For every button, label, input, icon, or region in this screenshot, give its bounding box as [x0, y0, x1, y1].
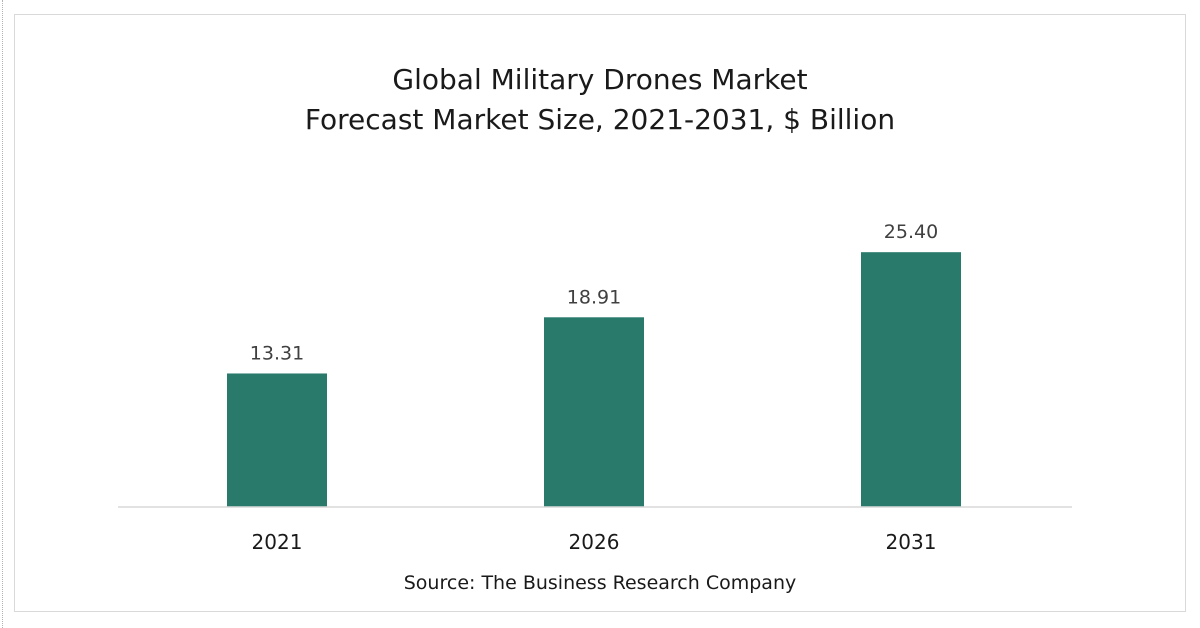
- chart-title-block: Global Military Drones Market Forecast M…: [0, 60, 1200, 140]
- chart-subtitle: Forecast Market Size, 2021-2031, $ Billi…: [304, 103, 896, 136]
- tick-label-2026: 2026: [569, 530, 620, 554]
- chart-frame: [14, 14, 1186, 612]
- page-dotted-edge: [2, 0, 3, 628]
- tick-label-2021: 2021: [252, 530, 303, 554]
- bar-2031: [861, 252, 961, 507]
- value-label-2031: 25.40: [884, 221, 938, 243]
- value-label-2026: 18.91: [567, 286, 621, 308]
- tick-labels-group: 2021 2026 2031: [252, 530, 937, 554]
- chart-title: Global Military Drones Market: [392, 63, 808, 96]
- bars-group: [227, 252, 961, 507]
- value-labels-group: 13.31 18.91 25.40: [250, 221, 938, 364]
- bar-2026: [544, 317, 644, 507]
- source-note: Source: The Business Research Company: [403, 572, 797, 594]
- bar-2021: [227, 373, 327, 507]
- value-label-2021: 13.31: [250, 342, 304, 364]
- tick-label-2031: 2031: [886, 530, 937, 554]
